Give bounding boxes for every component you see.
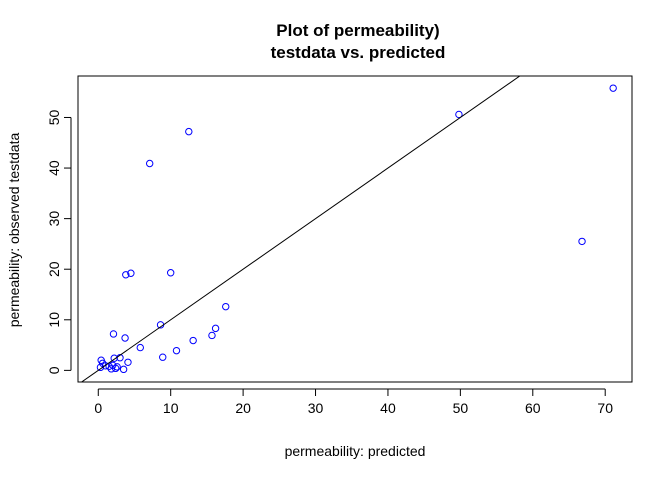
chart-title: Plot of permeability) [276, 21, 439, 40]
data-point-8 [110, 354, 118, 362]
data-point-27 [222, 302, 230, 311]
x-tick-label-70: 70 [597, 400, 613, 416]
y-tick-label-0: 0 [46, 366, 62, 374]
chart-subtitle: testdata vs. predicted [271, 43, 446, 62]
data-point-26 [211, 324, 220, 333]
reference-line-layer [80, 76, 521, 382]
data-point-15 [124, 358, 132, 366]
y-axis-label: permeability: observed testdata [6, 133, 22, 328]
data-point-28 [455, 110, 463, 119]
data-point-17 [136, 343, 144, 352]
x-tick-label-0: 0 [94, 400, 102, 416]
data-point-18 [145, 159, 154, 168]
x-axis: 0 10 20 30 40 50 60 70 [94, 388, 613, 416]
x-tick-label-40: 40 [380, 400, 396, 416]
x-axis-label: permeability: predicted [285, 443, 426, 459]
data-point-0 [96, 363, 105, 372]
x-tick-label-60: 60 [525, 400, 541, 416]
data-point-20 [159, 353, 167, 361]
y-tick-label-50: 50 [46, 109, 62, 125]
y-tick-label-30: 30 [46, 211, 62, 227]
data-points [96, 84, 617, 374]
data-point-12 [119, 365, 128, 374]
data-point-7 [109, 330, 118, 338]
x-tick-label-50: 50 [453, 400, 469, 416]
data-point-10 [113, 363, 121, 371]
data-point-29 [578, 237, 586, 246]
data-point-21 [166, 269, 175, 277]
data-point-30 [609, 84, 617, 92]
x-tick-label-30: 30 [308, 400, 324, 416]
data-point-25 [208, 331, 216, 340]
data-point-23 [185, 127, 193, 136]
x-tick-label-20: 20 [235, 400, 251, 416]
reference-line [80, 76, 521, 382]
data-point-14 [122, 271, 130, 279]
data-point-9 [111, 364, 120, 373]
plot-frame [77, 75, 633, 383]
data-point-3 [101, 362, 110, 370]
y-tick-label-10: 10 [46, 312, 62, 328]
data-point-16 [127, 269, 135, 277]
y-tick-label-40: 40 [46, 160, 62, 176]
x-tick-label-10: 10 [163, 400, 179, 416]
y-axis: 0 10 20 30 40 50 [46, 109, 72, 374]
y-tick-label-20: 20 [46, 261, 62, 277]
data-point-24 [189, 336, 197, 345]
data-point-13 [121, 334, 129, 342]
data-point-22 [172, 346, 181, 355]
